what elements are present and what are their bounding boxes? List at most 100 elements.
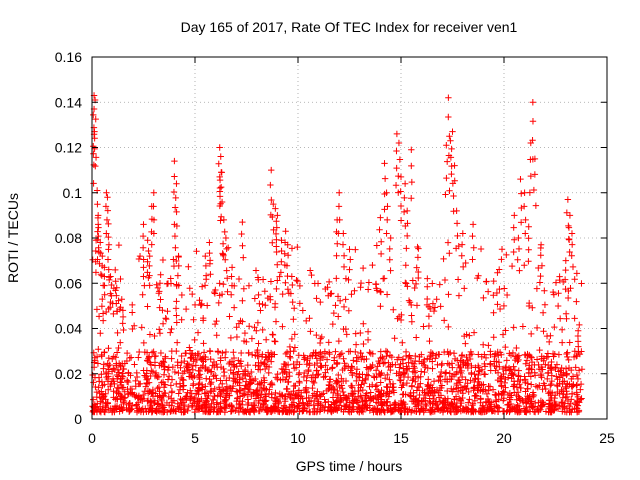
data-point — [496, 285, 503, 293]
data-point — [317, 353, 325, 360]
data-point — [235, 275, 243, 283]
data-point — [131, 361, 138, 368]
data-point — [324, 366, 331, 373]
data-point — [246, 408, 254, 415]
data-point — [406, 352, 413, 359]
data-point — [117, 378, 124, 386]
data-point — [90, 396, 97, 403]
data-point — [106, 276, 113, 284]
data-point — [310, 349, 317, 356]
data-point — [428, 387, 436, 394]
data-point — [323, 356, 331, 363]
y-tick-label: 0.14 — [55, 94, 82, 110]
data-point — [533, 285, 541, 292]
data-point — [430, 378, 438, 385]
data-point — [174, 272, 182, 279]
data-point — [179, 370, 187, 377]
data-point — [289, 298, 296, 306]
data-point-peak — [175, 252, 182, 260]
data-point — [236, 397, 244, 405]
data-point — [404, 406, 411, 413]
data-point — [328, 407, 335, 414]
data-point — [566, 248, 573, 256]
data-point — [148, 398, 155, 405]
data-point — [563, 393, 571, 401]
data-point — [481, 360, 488, 368]
data-point — [429, 399, 437, 407]
data-point — [538, 355, 545, 363]
data-point — [429, 384, 436, 391]
data-point-peak — [239, 218, 246, 226]
data-point-peak — [94, 221, 102, 228]
data-point-peak — [103, 189, 110, 196]
data-point — [159, 256, 167, 264]
x-tick-labels: 0 5 10 15 20 25 — [88, 430, 615, 446]
data-point — [525, 299, 533, 307]
data-point-peak — [414, 243, 421, 251]
data-point — [402, 261, 409, 269]
data-point — [129, 301, 136, 309]
data-point — [349, 403, 356, 411]
data-point — [167, 408, 174, 415]
data-point — [353, 354, 360, 361]
data-point — [197, 354, 204, 362]
data-point — [444, 398, 451, 406]
data-point — [383, 291, 391, 298]
data-point — [175, 262, 182, 270]
data-point — [371, 374, 378, 381]
data-point — [167, 329, 174, 336]
data-point — [358, 381, 365, 388]
data-point — [227, 408, 235, 415]
data-point — [321, 350, 329, 357]
y-tick-label: 0.02 — [55, 366, 82, 382]
data-point — [491, 408, 499, 415]
data-point — [144, 269, 151, 276]
data-point — [172, 305, 180, 312]
data-point — [378, 238, 385, 246]
data-point — [468, 350, 476, 358]
data-point — [140, 256, 147, 263]
data-point — [222, 256, 229, 263]
data-point — [305, 366, 312, 374]
data-point — [266, 386, 273, 393]
data-point — [372, 281, 379, 288]
data-point — [336, 216, 343, 224]
data-point — [547, 408, 554, 416]
data-point — [206, 249, 213, 257]
data-point — [556, 380, 563, 387]
data-point — [217, 217, 224, 224]
data-point — [241, 391, 248, 398]
data-point — [529, 118, 537, 125]
data-point — [440, 348, 448, 356]
data-point-peak — [451, 162, 458, 169]
data-point — [92, 258, 99, 265]
data-point — [251, 324, 258, 331]
data-point — [376, 226, 383, 233]
data-point — [502, 343, 509, 351]
data-point — [495, 266, 503, 273]
data-point — [469, 407, 477, 414]
data-point — [386, 245, 393, 253]
data-point — [372, 367, 380, 374]
data-point — [262, 398, 269, 405]
data-point — [140, 273, 147, 280]
data-point — [333, 252, 340, 259]
data-point — [431, 304, 439, 311]
data-point — [325, 403, 332, 411]
data-point — [384, 203, 391, 210]
data-point — [551, 323, 558, 331]
data-point — [99, 317, 107, 324]
data-point — [573, 409, 581, 416]
data-point — [440, 405, 448, 412]
data-point — [223, 383, 231, 390]
data-point — [278, 258, 285, 265]
data-point — [537, 366, 545, 373]
data-point — [510, 382, 518, 390]
data-point — [514, 377, 521, 385]
data-point — [299, 407, 307, 415]
data-point — [352, 330, 359, 337]
data-point — [104, 360, 111, 367]
data-point — [108, 378, 116, 385]
data-point — [395, 172, 402, 180]
data-point — [239, 242, 246, 249]
